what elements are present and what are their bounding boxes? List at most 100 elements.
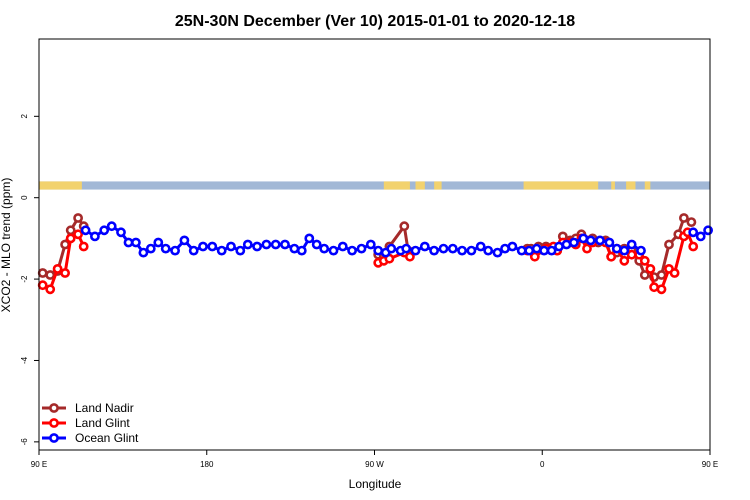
series-ocean-glint [80,221,713,258]
data-point-ocean-glint-0 [80,225,91,236]
data-point-ocean-glint-8 [145,243,156,254]
data-point-ocean-glint-53 [531,243,542,254]
data-point-ocean-glint-31 [347,245,357,256]
data-point-ocean-glint-4 [116,227,126,238]
legend-label-ocean-glint: Ocean Glint [75,431,139,445]
data-point-land-glint-0 [37,280,48,291]
data-point-ocean-glint-50 [507,241,518,252]
data-point-land-glint-29 [639,255,650,266]
ocean-band [39,181,710,190]
data-point-land-glint-30 [645,263,656,274]
data-point-ocean-glint-1 [90,231,100,242]
y-axis-label: XCO2 - MLO trend (ppm) [0,178,13,313]
series-layer [37,213,713,295]
data-point-ocean-glint-45 [466,245,477,256]
data-point-land-nadir-33 [656,270,667,280]
data-point-ocean-glint-18 [235,245,246,256]
data-point-ocean-glint-67 [688,227,699,238]
data-point-ocean-glint-15 [207,241,218,252]
data-point-land-nadir-5 [73,213,83,223]
data-point-ocean-glint-10 [160,243,171,254]
data-point-land-glint-24 [606,251,617,262]
data-point-ocean-glint-23 [280,239,290,250]
data-point-ocean-glint-47 [483,245,494,256]
land-segment-5 [611,181,615,190]
data-point-ocean-glint-2 [99,225,110,236]
data-point-ocean-glint-9 [153,237,164,248]
data-point-ocean-glint-19 [242,239,253,250]
data-point-ocean-glint-24 [289,243,300,254]
data-point-ocean-glint-63 [611,243,622,254]
land-segment-7 [644,181,651,190]
legend-item-land-nadir: Land Nadir [42,401,134,415]
data-point-ocean-glint-26 [304,233,315,244]
data-point-ocean-glint-60 [585,235,596,246]
data-point-land-nadir-34 [664,239,674,250]
data-point-land-nadir-36 [679,213,689,223]
data-point-land-glint-11 [404,251,415,262]
data-point-land-glint-32 [656,284,667,295]
data-point-ocean-glint-41 [429,245,439,256]
data-point-ocean-glint-20 [252,241,262,252]
y-tick-label-3: 0 [20,195,29,200]
data-point-land-nadir-4 [65,225,76,236]
data-point-ocean-glint-11 [170,245,180,256]
x-axis: 90 E 180 90 W 0 90 E [31,450,718,469]
x-tick-label-2: 90 W [365,460,384,469]
data-point-land-glint-34 [669,268,680,278]
data-point-ocean-glint-17 [226,241,236,252]
data-point-ocean-glint-57 [561,239,572,250]
data-point-ocean-glint-12 [179,235,190,246]
data-point-ocean-glint-42 [438,243,449,254]
land-segment-4 [523,181,599,190]
y-tick-label-0: -6 [20,438,29,446]
land-segment-3 [434,181,442,190]
data-point-ocean-glint-48 [492,247,503,258]
data-point-ocean-glint-22 [270,239,281,250]
data-point-ocean-glint-46 [475,241,486,252]
data-point-land-nadir-0 [37,268,48,278]
legend-label-land-nadir: Land Nadir [75,401,134,415]
data-point-ocean-glint-6 [130,237,141,248]
data-point-land-glint-1 [45,284,56,295]
data-point-ocean-glint-36 [386,243,397,254]
land-segment-0 [39,181,82,190]
x-tick-label-3: 0 [540,460,545,469]
data-point-ocean-glint-69 [703,225,713,236]
legend-marker-land-glint [49,418,59,428]
data-point-ocean-glint-27 [311,239,322,250]
data-point-ocean-glint-52 [524,245,535,256]
data-point-ocean-glint-16 [216,245,227,256]
data-point-land-nadir-10 [399,221,410,232]
land-ocean-band [39,181,710,190]
legend-label-land-glint: Land Glint [75,416,130,430]
data-point-ocean-glint-33 [365,239,376,250]
data-point-land-glint-37 [688,241,699,252]
land-segment-6 [626,181,636,190]
data-point-ocean-glint-21 [261,239,272,250]
x-axis-label: Longitude [349,477,402,491]
data-point-ocean-glint-54 [539,245,549,256]
y-tick-label-2: -2 [20,275,29,283]
data-point-land-glint-2 [52,263,63,274]
y-axis: -6 -4 -2 0 2 [20,114,39,446]
x-tick-label-1: 180 [200,460,214,469]
data-point-ocean-glint-51 [516,245,527,256]
data-point-land-glint-27 [626,249,637,260]
legend-marker-ocean-glint [49,433,59,443]
y-tick-label-1: -4 [20,356,29,364]
data-point-land-glint-5 [73,229,83,240]
land-segment-1 [383,181,410,190]
data-point-land-nadir-37 [686,217,697,227]
data-point-land-glint-26 [619,255,630,266]
data-point-ocean-glint-55 [546,245,557,256]
legend-item-ocean-glint: Ocean Glint [42,431,139,445]
data-point-ocean-glint-65 [626,239,637,250]
data-point-ocean-glint-7 [138,247,149,258]
data-point-ocean-glint-32 [356,243,367,254]
data-point-ocean-glint-3 [106,221,117,232]
data-point-ocean-glint-58 [569,237,579,248]
